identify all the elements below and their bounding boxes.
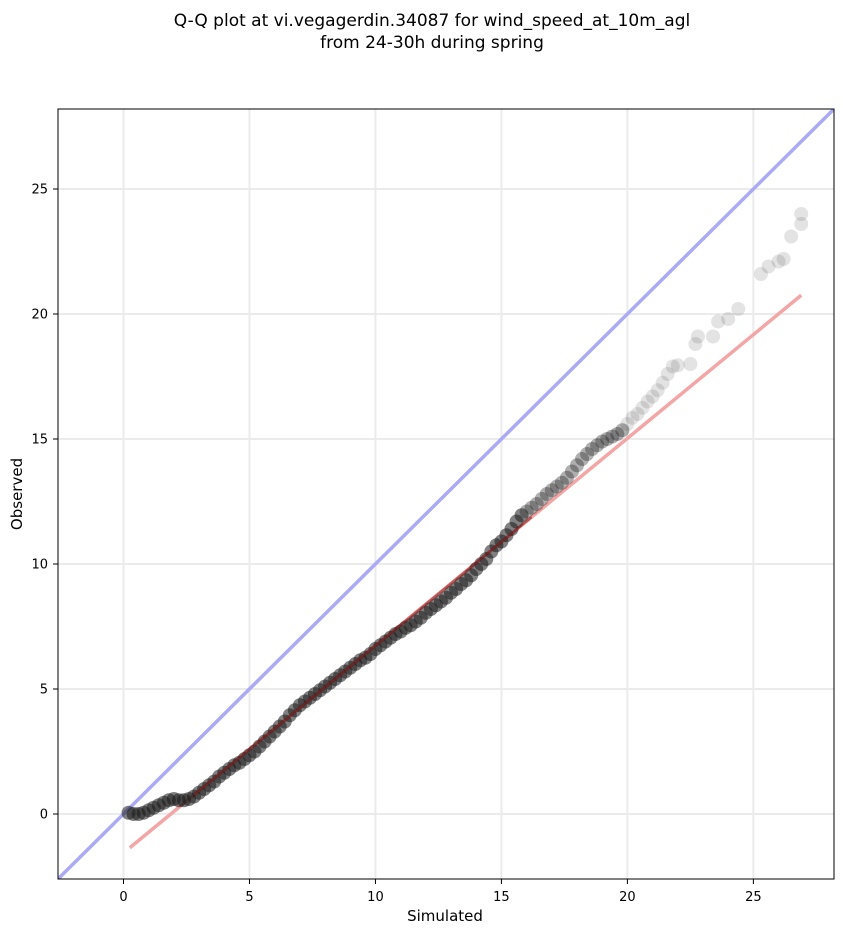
data-point [655,375,670,390]
x-tick-label: 15 [493,890,510,905]
data-point [625,410,640,425]
data-point [595,434,610,449]
plot-frame [57,108,835,880]
data-point [630,407,645,421]
data-point [635,400,650,415]
data-point [590,438,605,453]
data-point [794,207,809,221]
data-point [544,483,559,498]
x-tick-label: 25 [745,890,762,905]
axis-ticks: 0 5 10 15 20 25 0 5 10 15 20 25 [31,183,761,906]
data-point [529,497,544,511]
chart-title-line-1: Q-Q plot at vi.vegagerdin.34087 for wind… [174,11,690,31]
y-tick-label: 10 [31,558,48,573]
x-tick-label: 5 [245,890,253,905]
data-point [559,470,574,485]
data-point [650,383,665,398]
data-point [519,504,534,519]
data-point [600,432,615,446]
y-tick-label: 5 [40,683,48,698]
data-point [688,337,703,351]
data-point [776,252,791,266]
data-point [640,394,655,409]
data-point [575,452,590,466]
data-point [690,329,705,344]
data-point [580,447,595,461]
data-point [605,429,620,444]
y-tick-label: 25 [31,183,48,198]
data-point [539,487,554,501]
data-point [670,358,685,373]
data-point [610,427,625,441]
grid-lines [58,109,834,879]
data-point [711,314,726,329]
x-tick-label: 20 [619,890,636,905]
data-point [524,500,539,515]
data-point [564,464,579,479]
data-point [784,229,799,244]
data-point [753,267,768,281]
data-point [620,417,635,431]
y-tick-label: 20 [31,308,48,323]
x-axis-label: Simulated [407,907,483,925]
data-point [514,508,529,523]
y-tick-label: 15 [31,433,48,448]
data-point [554,475,569,490]
data-point [706,329,721,344]
data-point [683,357,698,371]
data-point [761,259,776,274]
data-point [549,479,564,494]
chart-title-line-2: from 24-30h during spring [320,33,544,53]
x-tick-label: 0 [119,890,127,905]
data-point [731,302,746,316]
data-point [570,458,585,473]
data-point [615,423,630,438]
y-axis-label: Observed [8,458,26,530]
y-tick-label: 0 [40,808,48,823]
data-point [721,312,736,326]
fit-line-overlay [193,516,533,796]
data-point [660,367,675,381]
data-point [771,254,786,269]
data-point [534,492,549,506]
identity-line [58,109,834,879]
plot-area [58,109,834,879]
data-point [794,217,809,231]
data-point [645,389,660,404]
data-point [665,359,680,374]
x-tick-label: 10 [367,890,384,905]
data-point [585,442,600,456]
